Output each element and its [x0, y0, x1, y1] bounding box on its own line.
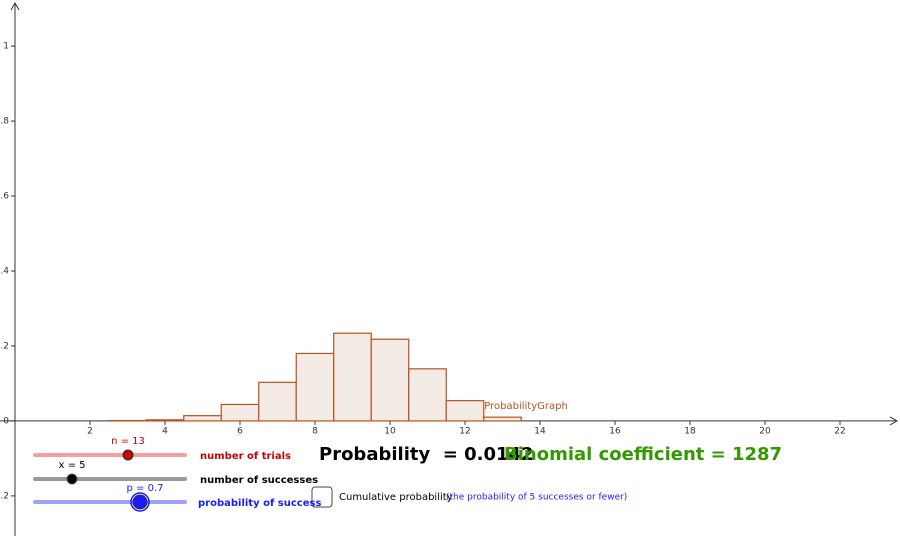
bar	[258, 381, 297, 422]
slider-caption: probability of success	[198, 498, 321, 509]
y-tick-label: 1	[3, 42, 9, 52]
bar	[333, 332, 372, 422]
x-axis-arrow	[889, 416, 899, 426]
bar	[145, 419, 185, 422]
slider-caption: number of trials	[200, 451, 291, 462]
slider-caption: number of successes	[200, 475, 318, 486]
slider-knob[interactable]	[66, 473, 78, 485]
x-tick-label: 16	[609, 426, 621, 436]
x-tick-label: 22	[834, 426, 845, 436]
y-tick-label: 0.6	[0, 192, 9, 202]
x-tick-label: 6	[237, 426, 243, 436]
slider-label: x = 5	[58, 460, 85, 471]
slider-label: p = 0.7	[127, 483, 164, 494]
y-tick-label: 0.4	[0, 266, 9, 276]
checkbox-label[interactable]: Cumulative probability	[339, 492, 453, 503]
slider-label: n = 13	[111, 436, 145, 447]
y-tick-label: −0.2	[0, 491, 9, 501]
x-tick-label: 12	[459, 426, 470, 436]
bar	[295, 352, 335, 422]
bar	[408, 368, 447, 422]
binomial-text: Binomial coefficient = 1287	[504, 444, 782, 465]
slider-knob[interactable]	[132, 494, 148, 510]
x-tick-label: 20	[759, 426, 771, 436]
y-tick-label: 0.2	[0, 341, 9, 351]
note-text: (the probability of 5 successes or fewer…	[446, 493, 627, 503]
x-tick-label: 2	[87, 426, 93, 436]
bar	[370, 338, 410, 422]
x-tick-label: 10	[384, 426, 396, 436]
x-tick-label: 8	[312, 426, 318, 436]
series-label: ProbabilityGraph	[484, 401, 568, 412]
slider-knob-ring[interactable]	[130, 492, 150, 512]
x-tick-label: 4	[162, 426, 168, 436]
slider-knob[interactable]	[122, 449, 134, 461]
probability-text: Probability = 0.0142	[319, 444, 534, 465]
bar	[220, 403, 260, 422]
x-tick-label: 14	[534, 426, 546, 436]
checkbox[interactable]	[311, 486, 333, 508]
y-tick-label: 0.8	[0, 117, 9, 127]
bar	[183, 415, 222, 422]
bar	[483, 416, 522, 422]
y-axis-arrow	[10, 1, 20, 11]
x-tick-label: 18	[684, 426, 696, 436]
y-tick-label: 0	[3, 416, 9, 426]
bar	[445, 400, 485, 422]
